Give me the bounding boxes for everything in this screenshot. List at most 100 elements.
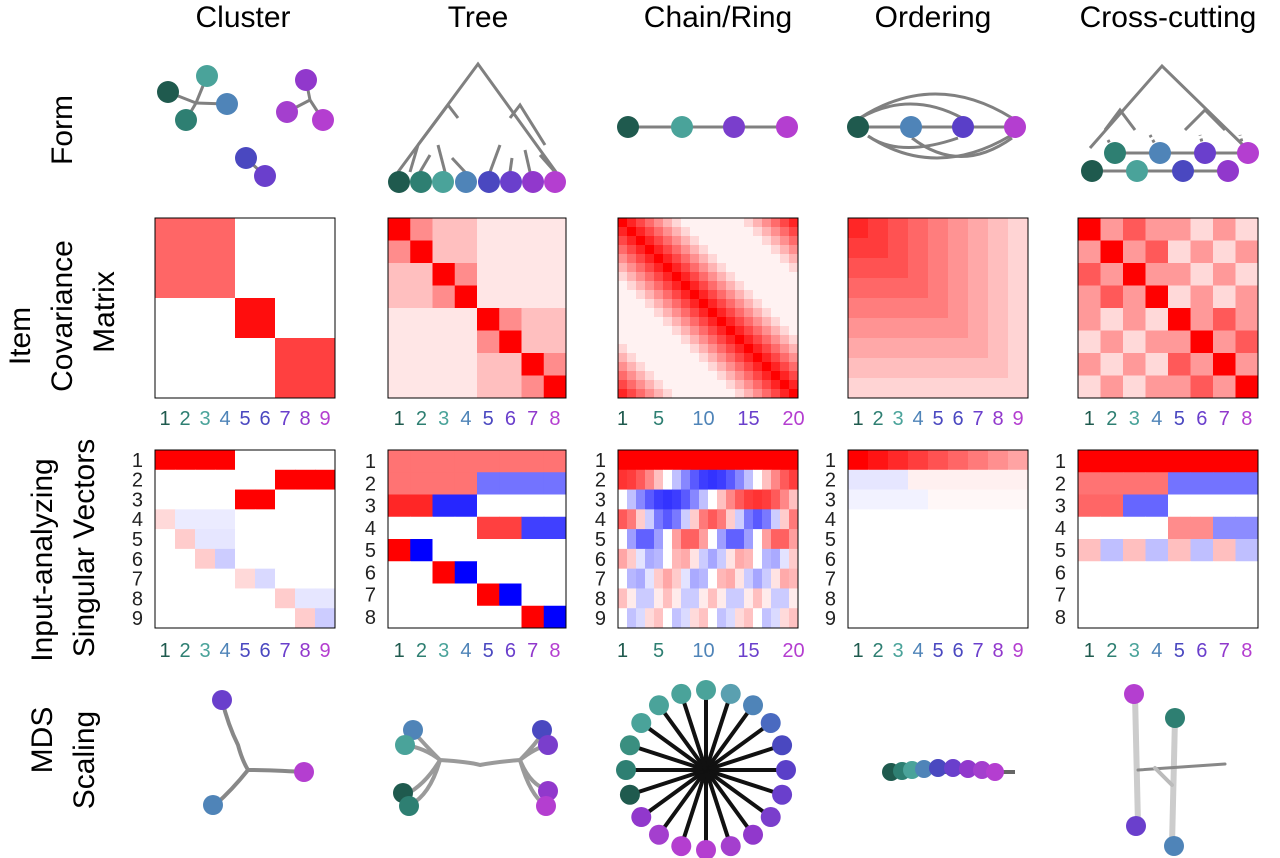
cov-cell — [848, 378, 869, 399]
cov-cell — [690, 227, 700, 237]
cov-cell — [1190, 330, 1214, 354]
cov-cell — [195, 258, 216, 279]
cov-frame — [154, 217, 336, 399]
sv-cell — [1168, 561, 1191, 584]
form-cross-node — [1081, 160, 1103, 182]
col-title-chain-ring: Chain/Ring — [644, 1, 792, 34]
cov-cell — [672, 308, 682, 318]
mds-ring-spoke — [636, 745, 707, 772]
cov-cell — [744, 272, 754, 282]
y-tick-label: 7 — [132, 569, 143, 591]
sv-cell — [868, 509, 889, 530]
mds-ring-node — [631, 712, 652, 733]
row-titles: Form Item Covariance Matrix Input-analyz… — [4, 95, 121, 809]
sv-cell — [690, 469, 700, 491]
cov-cell — [654, 299, 664, 309]
row-title-singular-line1: Input-analyzing — [26, 458, 59, 661]
cov-cell — [690, 236, 700, 246]
sv-cell — [410, 472, 433, 495]
mds-ordering-node — [986, 763, 1004, 781]
sv-cell — [315, 608, 336, 629]
cov-cell — [848, 278, 869, 299]
sv-cell — [753, 608, 763, 629]
cov-cell — [1145, 263, 1169, 286]
sv-cell — [235, 509, 256, 530]
form-tree-node — [455, 171, 477, 193]
sv-cell — [235, 588, 256, 609]
cov-cell — [1213, 375, 1236, 399]
sv-cell — [645, 509, 655, 530]
cov-cell — [908, 238, 929, 259]
x-tick-label: 8 — [992, 640, 1003, 662]
cov-cell — [454, 285, 478, 309]
cov-cell — [744, 299, 754, 309]
sv-cell — [948, 509, 969, 530]
sv-cell — [780, 450, 790, 471]
cov-cell — [627, 227, 637, 237]
cov-cell — [726, 272, 736, 282]
x-tick-label: 8 — [1241, 408, 1252, 430]
sv-cell — [928, 588, 949, 609]
mds-ring-spoke — [704, 700, 731, 771]
sv-cell — [454, 583, 478, 607]
cov-cell — [780, 299, 790, 309]
sv-cell — [1235, 494, 1259, 518]
sv-cell — [908, 469, 929, 491]
cov-cell — [789, 245, 799, 255]
cov-cell — [155, 318, 176, 339]
sv-cell — [1145, 539, 1169, 562]
cov-cell — [928, 278, 949, 299]
mds-ring-spoke — [704, 768, 750, 830]
sv-cell — [789, 568, 799, 589]
sv-cell — [454, 450, 478, 473]
cov-cell — [708, 218, 718, 228]
cov-cell — [636, 263, 646, 273]
cov-cell — [753, 380, 763, 390]
cov-cell — [315, 218, 336, 239]
cov-cell — [762, 353, 772, 363]
mds-ordering-node — [915, 760, 933, 778]
cov-cell — [235, 318, 256, 339]
sv-cell — [753, 568, 763, 589]
cov-cell — [753, 308, 763, 318]
cov-cell — [275, 298, 296, 319]
cov-cell — [315, 258, 336, 279]
cov-cell — [618, 218, 628, 228]
sv-cell — [275, 588, 296, 609]
sv-cell — [908, 509, 929, 530]
cov-cell — [315, 298, 336, 319]
sv-cell — [908, 548, 929, 570]
sv-cell — [315, 509, 336, 530]
cov-cell — [771, 326, 781, 336]
sv-cell — [388, 450, 411, 473]
sv-cell — [477, 605, 500, 629]
cov-cell — [690, 245, 700, 255]
sv-cell — [762, 450, 772, 471]
sv-cell — [454, 539, 478, 562]
column-titles: Cluster Tree Chain/Ring Ordering Cross-c… — [195, 1, 1256, 34]
cov-cell — [717, 389, 727, 399]
cov-cell — [699, 362, 709, 372]
cov-cell — [690, 335, 700, 345]
cov-cell — [744, 281, 754, 291]
sv-cell — [681, 489, 691, 510]
cov-cell — [762, 335, 772, 345]
cov-cell — [771, 218, 781, 228]
sv-cell — [1213, 539, 1236, 562]
sv-cell — [295, 548, 316, 570]
sv-cell — [215, 450, 236, 471]
cov-cell — [477, 375, 500, 399]
sv-cell — [432, 561, 456, 584]
sv-cell — [735, 450, 745, 471]
cov-cell — [988, 358, 1009, 379]
sv-cell — [708, 469, 718, 491]
mds-ring-spoke — [636, 768, 707, 795]
y-tick-label: 4 — [365, 518, 376, 540]
cov-cell — [618, 371, 628, 381]
cov-cell — [663, 317, 673, 327]
cov-cell — [968, 258, 989, 279]
cov-frame — [387, 217, 567, 399]
row-title-mds: MDS Scaling — [26, 707, 101, 810]
cov-cell — [255, 318, 276, 339]
